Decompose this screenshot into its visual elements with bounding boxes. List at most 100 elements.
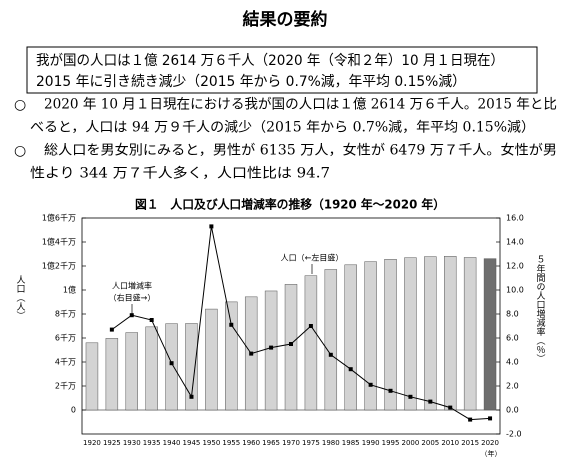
bar: [324, 269, 338, 411]
bar: [185, 323, 198, 411]
bar: [304, 275, 318, 411]
bullet-text: べると，人口は 94 万９千人の減少（2015 年から 0.7%減，年平均 0.…: [30, 119, 535, 136]
rate-point: [149, 318, 154, 322]
bar: [105, 338, 119, 411]
rate-point: [388, 388, 393, 393]
bar: [344, 264, 357, 411]
y-tick-label: 1億: [63, 285, 76, 295]
rate-point: [468, 417, 473, 422]
bar: [483, 258, 497, 411]
y-tick-label: 8千万: [55, 309, 76, 319]
y-axis-label: 人口（人）: [15, 275, 26, 320]
rate-point: [428, 399, 433, 404]
x-tick-label: 1925: [103, 439, 121, 447]
bullet-marker: ○: [14, 97, 26, 113]
rate-line: [111, 226, 491, 421]
x-tick-label: 1950: [202, 439, 220, 447]
y2-tick-label: 0.0: [506, 406, 519, 415]
x-tick-label: 1955: [222, 439, 240, 447]
x-unit: （年）: [481, 449, 502, 458]
rate-point: [448, 405, 453, 410]
bar: [205, 308, 218, 411]
bar: [463, 257, 477, 411]
bar: [85, 342, 99, 411]
bar: [125, 332, 138, 411]
x-tick-label: 1970: [282, 439, 300, 447]
summary-box: [26, 46, 538, 94]
rate-point: [348, 367, 353, 372]
y2-tick-label: 2.0: [506, 382, 519, 391]
rate-point: [289, 342, 293, 346]
x-tick-label: 1930: [123, 439, 141, 447]
bar: [424, 256, 437, 411]
plot-frame: [81, 217, 501, 435]
x-tick-label: 2020: [481, 439, 499, 447]
x-tick-label: 1990: [362, 439, 380, 447]
x-tick-label: 2010: [441, 439, 459, 447]
bar: [264, 290, 278, 411]
y-tick-label: 1億4千万: [42, 237, 76, 247]
x-tick-label: 1920: [83, 439, 101, 447]
rate-point: [328, 352, 333, 357]
x-tick-label: 1945: [183, 439, 201, 447]
y2-tick-label: 4.0: [506, 358, 519, 367]
rate-point: [209, 224, 214, 229]
y-tick-label: 0: [71, 406, 76, 415]
rate-point: [408, 394, 413, 399]
rate-point: [269, 345, 274, 350]
bar: [364, 261, 377, 411]
rate-point: [169, 361, 174, 366]
y-tick-label: 2千万: [55, 381, 76, 391]
bullet-marker: ○: [14, 143, 26, 159]
y-tick-label: 4千万: [55, 357, 76, 367]
y-tick-label: 6千万: [55, 333, 76, 343]
bar: [225, 301, 238, 411]
y2-tick-label: 16.0: [506, 214, 524, 223]
x-tick-label: 2000: [402, 439, 420, 447]
bullet-text: 総人口を男女別にみると，男性が 6135 万人，女性が 6479 万７千人。女性…: [44, 142, 557, 159]
annotation: （右目盛→）: [109, 293, 156, 303]
chart-title: 図１ 人口及び人口増減率の推移（1920 年～2020 年）: [135, 197, 445, 212]
y-tick-label: 1億2千万: [42, 261, 76, 271]
bar: [444, 256, 457, 411]
summary-line: 2015 年に引き続き減少（2015 年から 0.7%減，年平均 0.15%減）: [36, 73, 466, 90]
y2-tick-label: 8.0: [506, 310, 519, 319]
y2-tick-label: 10.0: [506, 286, 524, 295]
bar: [284, 284, 298, 411]
bar: [165, 323, 178, 411]
x-tick-label: 2015: [461, 439, 479, 447]
rate-point: [249, 351, 254, 356]
annotation: 人口増減率: [112, 281, 152, 291]
x-tick-label: 1975: [302, 439, 320, 447]
x-tick-label: 1965: [262, 439, 280, 447]
summary-line: 我が国の人口は１億 2614 万６千人（2020 年（令和２年）10 月１日現在…: [36, 53, 504, 69]
y2-tick-label: 14.0: [506, 238, 524, 247]
x-tick-label: 2005: [421, 439, 439, 447]
y-tick-label: 1億6千万: [42, 213, 76, 223]
x-tick-label: 1935: [143, 439, 161, 447]
bullet-text: 性より 344 万７千人多く，人口性比は 94.7: [30, 165, 330, 182]
x-tick-label: 1960: [242, 439, 260, 447]
rate-point: [129, 313, 134, 318]
bar: [384, 259, 397, 411]
y2-tick-label: -2.0: [506, 430, 522, 439]
rate-point: [229, 322, 234, 327]
rate-point: [368, 382, 373, 387]
x-tick-label: 1985: [342, 439, 360, 447]
rate-point: [488, 416, 493, 421]
y2-tick-label: 12.0: [506, 262, 524, 271]
y2-axis-label: ５年間の人口増減率（％）: [535, 255, 546, 363]
x-tick-label: 1980: [322, 439, 340, 447]
title: 結果の要約: [243, 9, 328, 30]
rate-point: [189, 394, 194, 399]
rate-point: [308, 324, 313, 328]
bar: [404, 257, 417, 411]
bullet-text: 2020 年 10 月１日現在における我が国の人口は１億 2614 万６千人。2…: [44, 97, 557, 113]
x-tick-label: 1995: [382, 439, 400, 447]
x-tick-label: 1940: [163, 439, 181, 447]
bar: [145, 326, 158, 411]
rate-point: [109, 327, 114, 332]
annotation: 人口（←左目盛）: [281, 253, 344, 263]
